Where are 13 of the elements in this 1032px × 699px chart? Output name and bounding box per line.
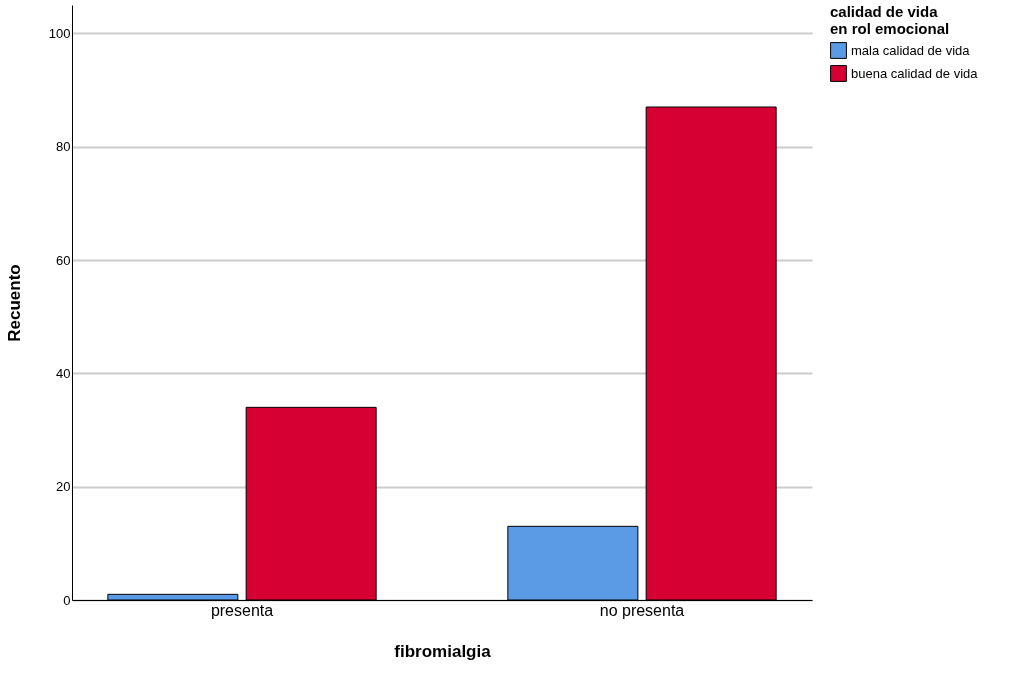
legend-label: buena calidad de vida	[851, 65, 979, 81]
y-tick-label: 0	[63, 592, 71, 608]
y-tick-label: 80	[56, 139, 71, 155]
legend-title: calidad de vida en rol emocional	[830, 3, 950, 37]
y-tick-label: 40	[56, 365, 71, 381]
x-tick-label: presenta	[210, 601, 274, 619]
y-axis-title: Recuento	[4, 264, 24, 342]
y-tick-label: 20	[56, 479, 71, 495]
y-tick-label: 60	[56, 252, 71, 268]
x-tick-label: no presenta	[599, 601, 685, 619]
legend-label: mala calidad de vida	[851, 42, 971, 58]
y-tick-label: 100	[48, 25, 71, 41]
x-axis-title: fibromialgia	[394, 641, 492, 661]
